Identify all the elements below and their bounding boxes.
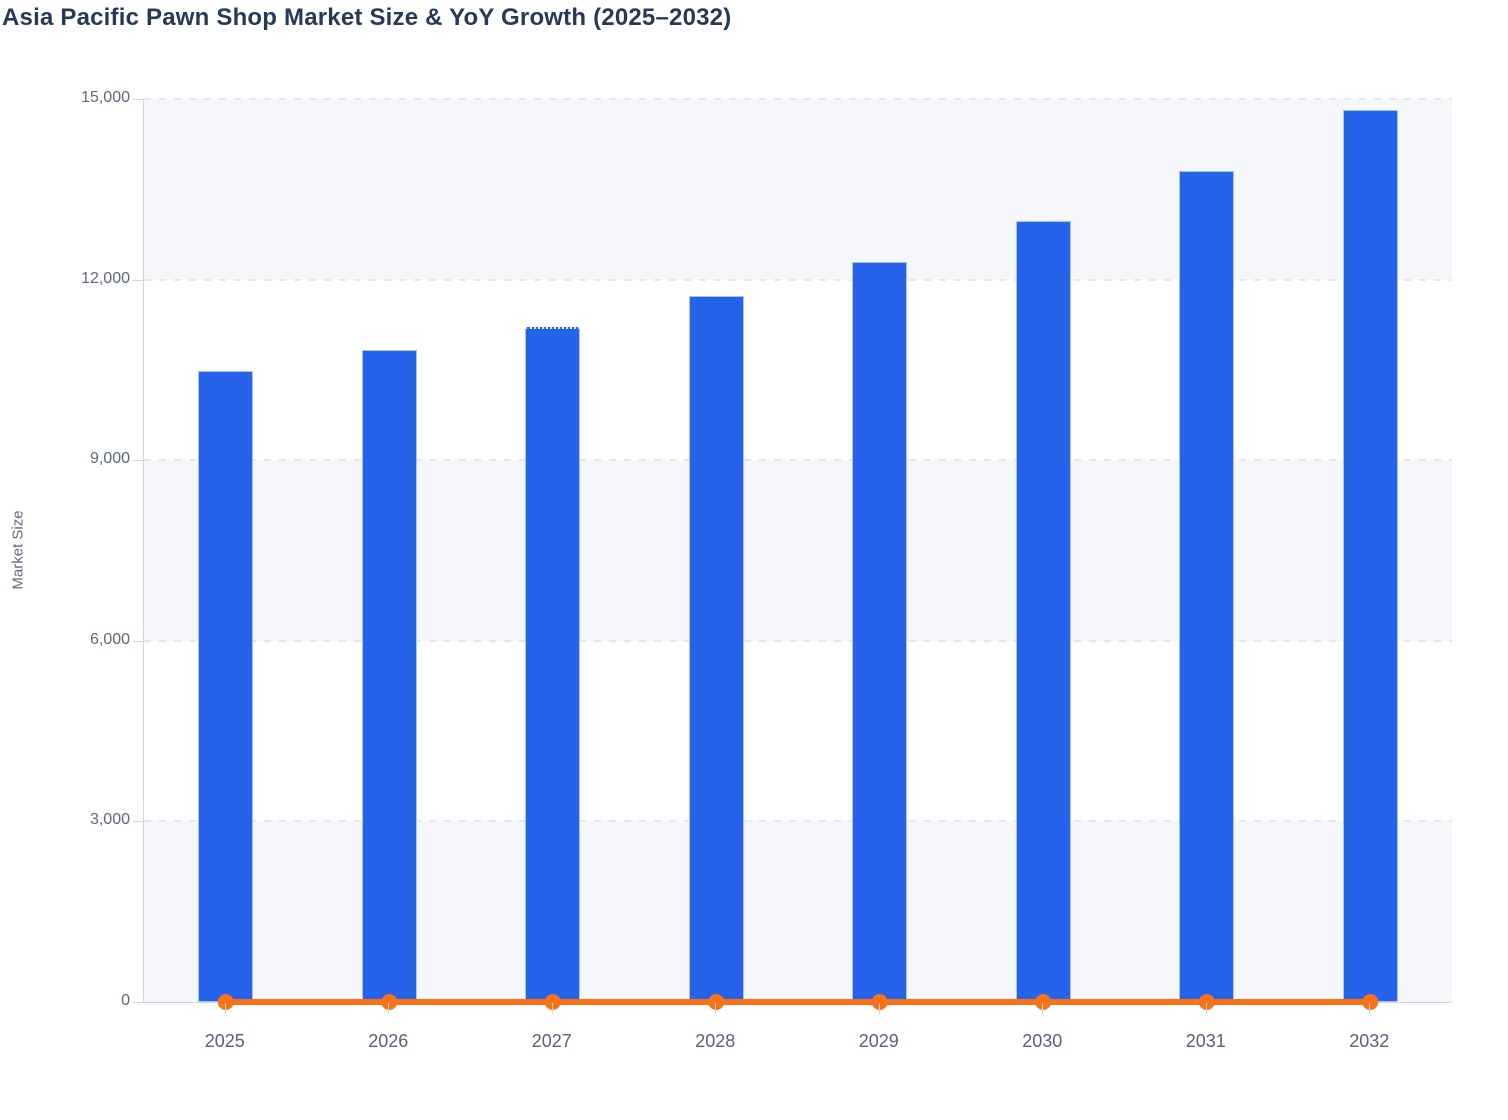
y-tick-label: 15,000 [81, 89, 130, 106]
y-tick-label: 9,000 [89, 450, 130, 468]
x-tick-label-2025: 2025 [204, 1031, 245, 1051]
y-gridline [144, 98, 1452, 100]
yoy-growth-marker-2031[interactable] [1198, 994, 1215, 1010]
y-tick-label: 12,000 [81, 269, 130, 287]
x-tick-label-2030: 2030 [1022, 1031, 1063, 1051]
y-tick-mark [133, 1002, 143, 1003]
y-tick-mark [133, 640, 143, 642]
x-tick-label-2026: 2026 [368, 1031, 409, 1051]
y-gridline [144, 820, 1452, 823]
bar-2027[interactable] [525, 327, 581, 1002]
x-tick-mark [1369, 1003, 1371, 1014]
yoy-growth-marker-2028[interactable] [708, 994, 725, 1010]
x-tick-mark [551, 1003, 553, 1014]
x-tick-mark [388, 1003, 390, 1014]
x-tick-mark [878, 1003, 880, 1014]
bar-2025[interactable] [198, 370, 254, 1002]
yoy-growth-marker-2029[interactable] [871, 994, 888, 1010]
yoy-growth-marker-2026[interactable] [381, 994, 398, 1010]
bar-2030[interactable] [1015, 220, 1071, 1002]
x-tick-mark [715, 1003, 717, 1014]
bar-2026[interactable] [361, 350, 417, 1002]
plot-area [143, 98, 1452, 1010]
y-tick-mark [133, 99, 143, 100]
y-tick-label: 6,000 [89, 630, 130, 648]
x-tick-label-2031: 2031 [1185, 1031, 1226, 1051]
x-tick-mark [1042, 1003, 1044, 1014]
x-tick-label-2029: 2029 [858, 1031, 899, 1051]
chart-title: Asia Pacific Pawn Shop Market Size & YoY… [2, 4, 732, 31]
x-tick-label-2032: 2032 [1349, 1031, 1390, 1051]
x-tick-label-2027: 2027 [531, 1031, 572, 1051]
x-tick-label-2028: 2028 [695, 1031, 736, 1051]
bar-2032[interactable] [1342, 110, 1398, 1002]
x-tick-mark [1205, 1003, 1207, 1014]
y-gridline [144, 459, 1452, 462]
y-gridline [144, 278, 1452, 281]
y-tick-mark [133, 279, 143, 281]
bar-2031[interactable] [1179, 170, 1235, 1002]
y-axis-title: Market Size [9, 510, 27, 590]
x-tick-mark [224, 1003, 226, 1014]
yoy-growth-marker-2032[interactable] [1362, 994, 1379, 1010]
bar-2028[interactable] [688, 295, 744, 1002]
y-tick-label: 3,000 [89, 811, 130, 829]
yoy-growth-marker-2025[interactable] [217, 994, 234, 1010]
yoy-growth-line-layer [217, 994, 1379, 1010]
y-tick-mark [133, 460, 143, 462]
y-tick-label: 0 [121, 992, 130, 1009]
y-gridline [144, 639, 1452, 642]
y-tick-mark [133, 821, 143, 823]
yoy-growth-marker-2027[interactable] [544, 994, 561, 1010]
yoy-growth-marker-2030[interactable] [1035, 994, 1052, 1010]
